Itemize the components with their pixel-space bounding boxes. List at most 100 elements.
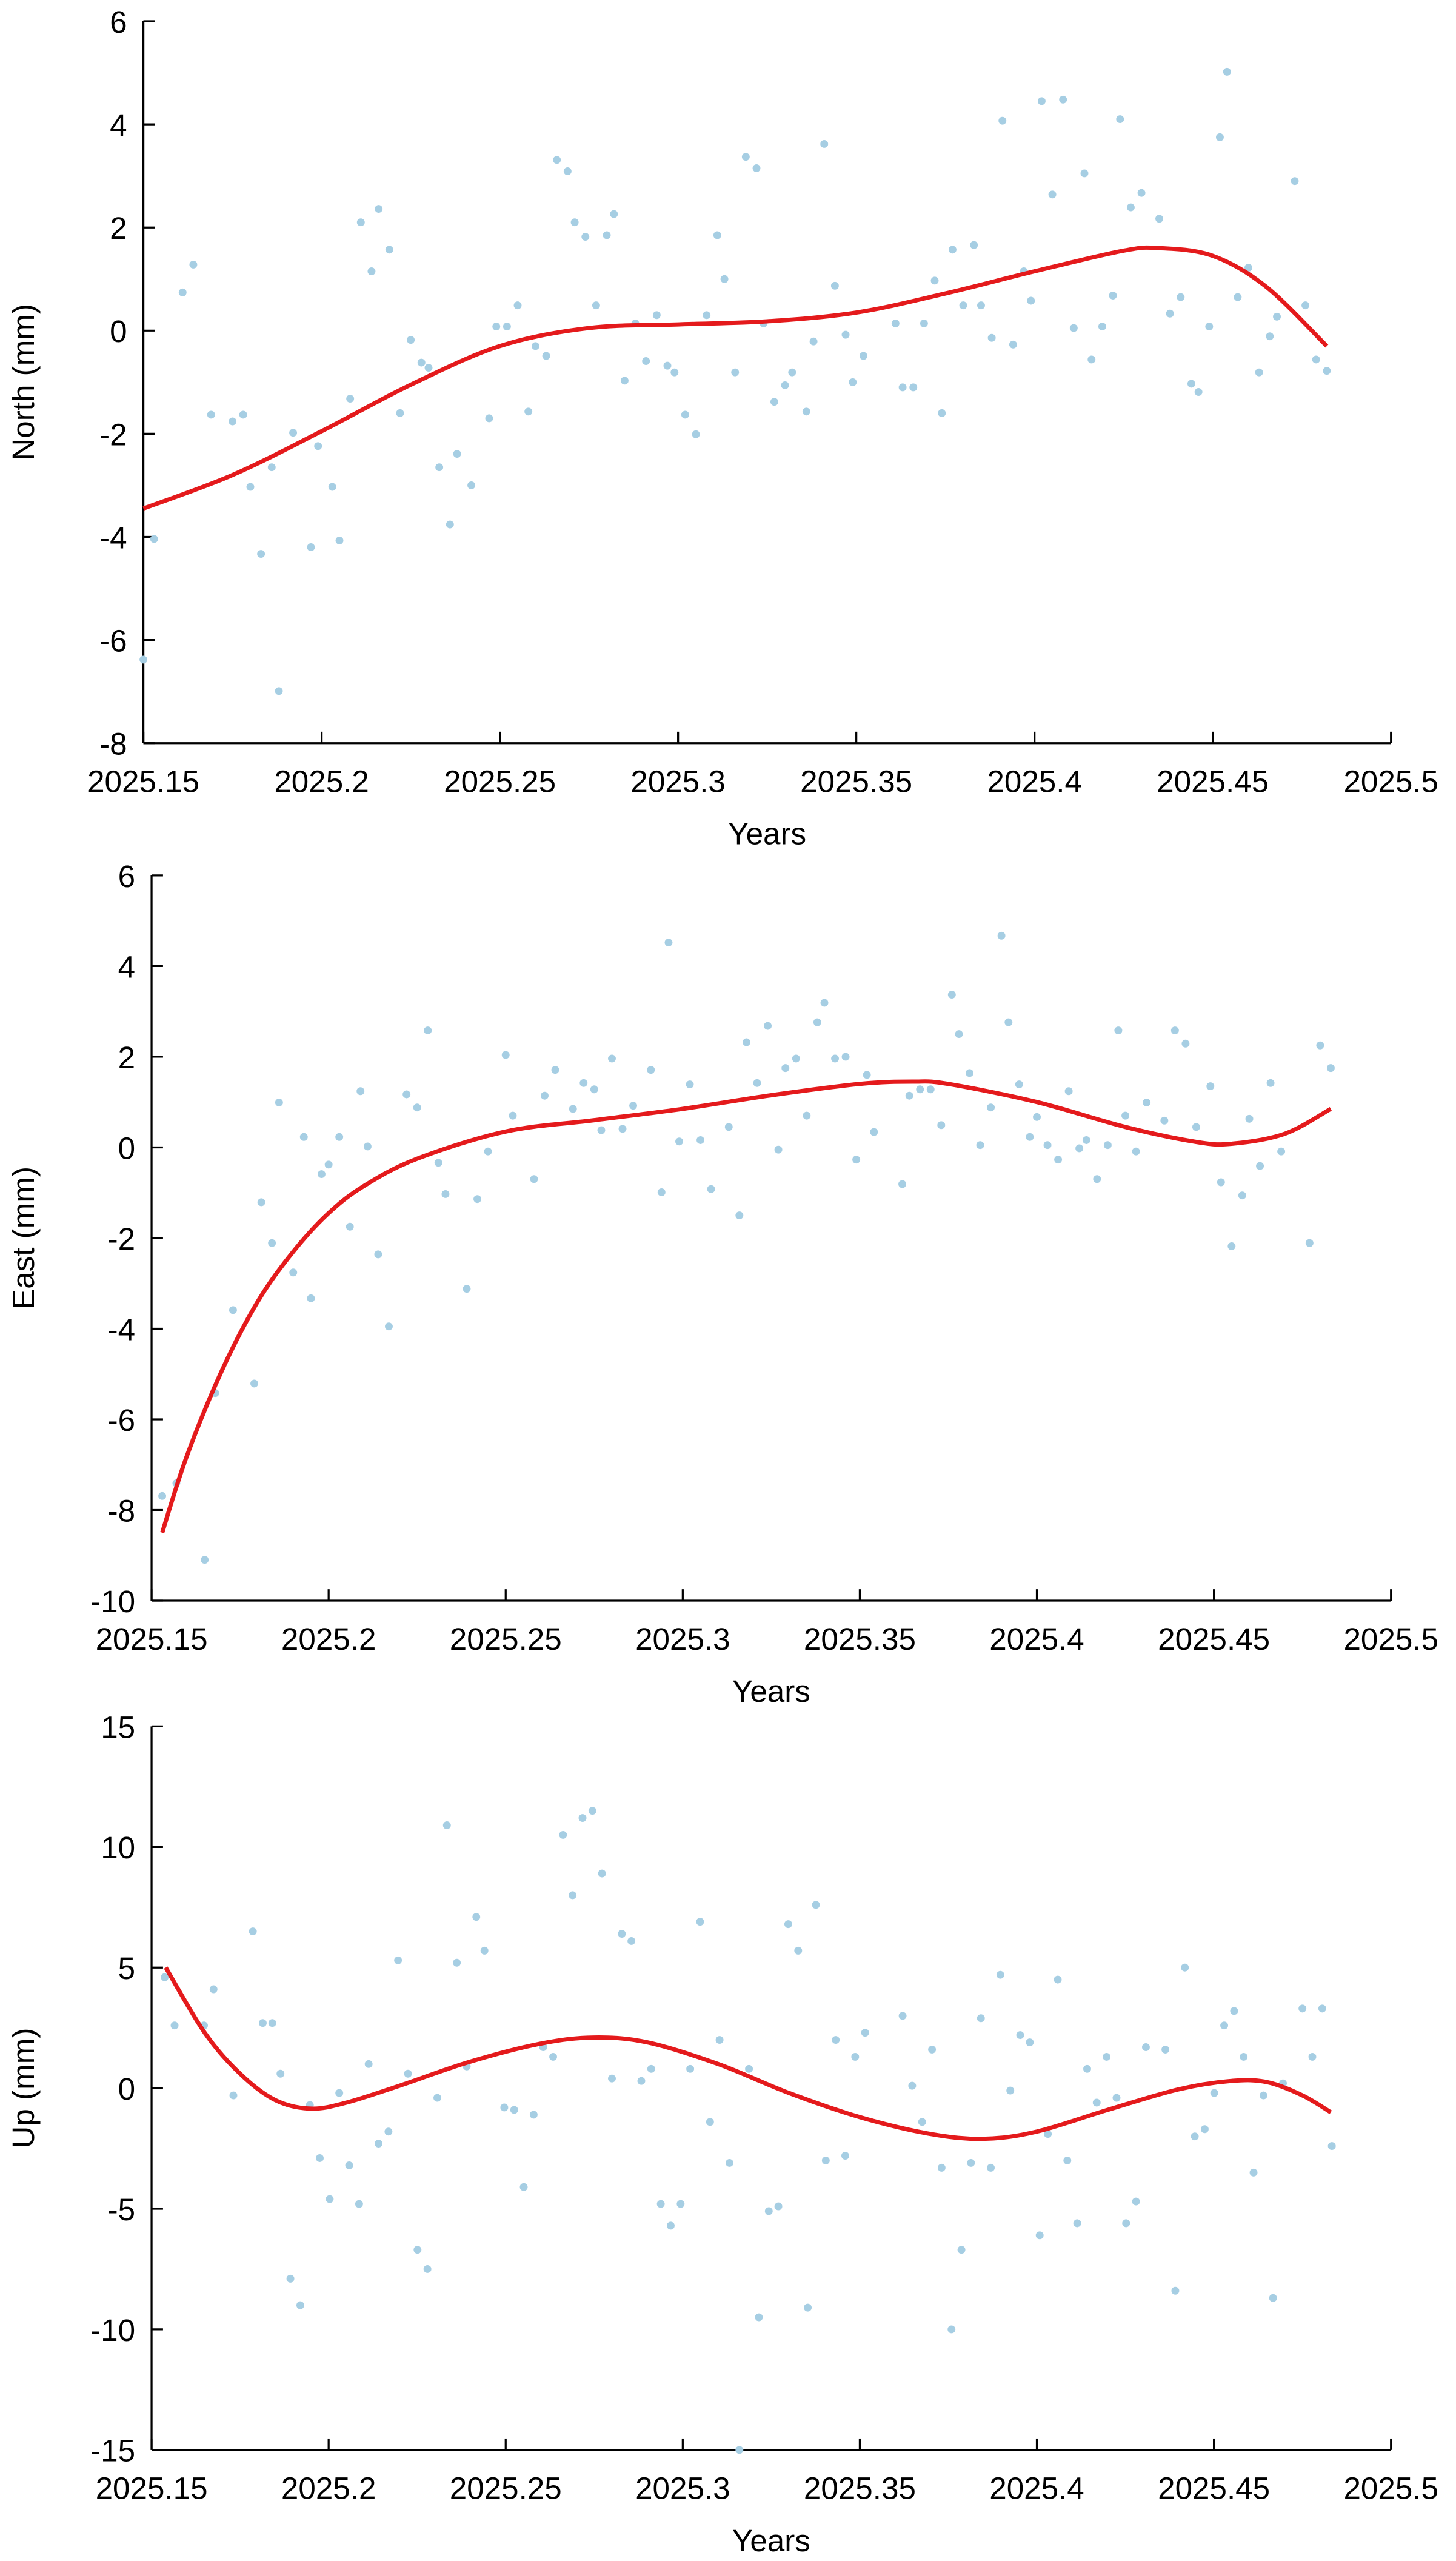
- data-point: [820, 999, 829, 1007]
- x-tick-label: 2025.15: [96, 2471, 208, 2506]
- data-point: [1009, 340, 1017, 349]
- data-point: [675, 1137, 683, 1146]
- data-point: [916, 1085, 924, 1094]
- y-tick-label: 0: [110, 314, 127, 349]
- data-point: [898, 1180, 907, 1188]
- data-point: [250, 1379, 258, 1388]
- y-tick-label: 5: [118, 1951, 135, 1986]
- data-point: [870, 1128, 878, 1136]
- x-tick-label: 2025.35: [800, 765, 912, 799]
- data-point: [905, 1091, 913, 1100]
- data-point: [947, 2325, 956, 2334]
- data-point: [1112, 2094, 1121, 2102]
- y-tick-label: 4: [118, 949, 135, 984]
- data-point: [1103, 1141, 1112, 1150]
- x-tick-label: 2025.5: [1343, 765, 1438, 799]
- data-point: [1103, 2052, 1111, 2061]
- data-point: [792, 1054, 800, 1063]
- data-point: [642, 357, 650, 365]
- data-point: [803, 1111, 811, 1120]
- data-point: [804, 2303, 812, 2312]
- data-point: [579, 1079, 588, 1087]
- x-tick-label: 2025.4: [989, 2471, 1084, 2506]
- data-point: [446, 520, 454, 529]
- x-tick-label: 2025.15: [87, 765, 199, 799]
- data-point: [473, 1195, 481, 1204]
- data-point: [492, 323, 501, 330]
- data-point: [335, 1133, 344, 1141]
- data-point: [861, 2029, 869, 2037]
- data-point: [1109, 292, 1117, 300]
- fit-line: [142, 245, 1329, 511]
- data-point: [1141, 2043, 1150, 2051]
- data-point: [189, 260, 198, 269]
- data-point: [1155, 215, 1163, 223]
- y-tick-label: 2: [118, 1040, 135, 1075]
- data-point: [531, 342, 539, 350]
- data-point: [731, 368, 740, 377]
- fit-line: [164, 1966, 1332, 2141]
- data-point: [588, 1807, 596, 1815]
- data-point: [239, 410, 247, 419]
- data-point: [551, 1066, 559, 1074]
- data-point: [918, 2118, 926, 2126]
- data-point: [246, 483, 255, 491]
- data-point: [1215, 133, 1224, 141]
- data-point: [316, 2154, 324, 2162]
- data-point: [647, 1066, 655, 1074]
- data-point: [519, 2183, 528, 2191]
- data-point: [513, 301, 522, 310]
- data-point: [1166, 309, 1174, 318]
- data-point: [503, 323, 511, 330]
- data-point: [997, 931, 1006, 940]
- data-point: [375, 2140, 382, 2148]
- data-point: [407, 336, 415, 344]
- data-point: [618, 1125, 627, 1133]
- data-point: [307, 543, 315, 551]
- data-point: [413, 2246, 422, 2254]
- data-point: [268, 1239, 276, 1247]
- data-point: [764, 1022, 772, 1030]
- x-tick-label: 2025.45: [1158, 2471, 1270, 2506]
- data-point: [442, 1821, 451, 1829]
- data-point: [1316, 1041, 1324, 1050]
- data-point: [578, 1814, 587, 1823]
- data-point: [346, 1222, 354, 1231]
- data-point: [1259, 2091, 1267, 2100]
- data-point: [1048, 190, 1057, 199]
- chart-panel: -15 -10 -5 0 5 10 15 2025.15 2025.2 2025.25 2025.3…: [6, 1710, 1438, 2558]
- y-tick-label: 0: [118, 2072, 135, 2106]
- data-point: [608, 1054, 616, 1063]
- data-point: [849, 378, 857, 386]
- data-point: [930, 276, 939, 285]
- data-point: [404, 2069, 412, 2078]
- data-point: [720, 275, 729, 283]
- data-point: [928, 2046, 937, 2054]
- data-point: [1308, 2052, 1317, 2061]
- data-point: [743, 1038, 750, 1046]
- data-point: [581, 233, 590, 241]
- data-point: [851, 2052, 860, 2061]
- data-point: [1043, 1141, 1052, 1150]
- data-point: [1132, 2197, 1140, 2206]
- data-point: [542, 352, 550, 360]
- data-point: [289, 429, 298, 437]
- data-point: [1075, 1144, 1084, 1153]
- data-point: [1026, 1133, 1034, 1141]
- data-point: [948, 246, 957, 254]
- data-point: [802, 407, 810, 416]
- data-point: [781, 381, 789, 389]
- data-point: [610, 210, 618, 218]
- data-point: [959, 301, 967, 310]
- data-point: [774, 1145, 783, 1154]
- data-point: [987, 1103, 995, 1112]
- data-point: [559, 1830, 567, 1839]
- data-point: [275, 687, 283, 695]
- data-point: [394, 1956, 402, 1964]
- y-axis-label: East (mm): [6, 1167, 41, 1310]
- data-point: [467, 481, 476, 489]
- data-point: [1161, 2046, 1170, 2054]
- data-point: [1234, 293, 1242, 301]
- data-point: [356, 1087, 365, 1096]
